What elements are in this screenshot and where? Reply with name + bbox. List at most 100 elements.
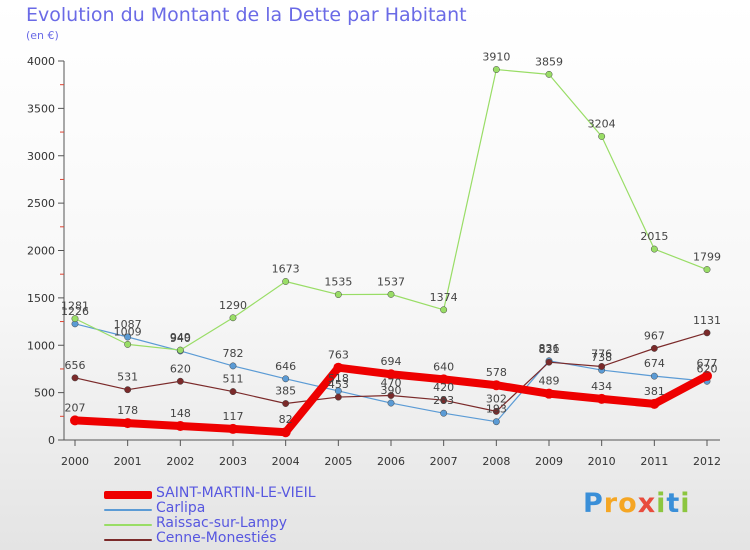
legend-swatch <box>104 524 152 526</box>
data-label-saint-martin-le-vieil: 207 <box>65 401 86 414</box>
data-point-saint-martin-le-vieil <box>280 427 291 438</box>
logo-letter: i <box>680 488 691 519</box>
data-point-raissac-sur-lampy <box>124 340 132 348</box>
x-tick-label: 2005 <box>324 455 352 468</box>
data-point-carlipa <box>492 418 500 426</box>
data-point-saint-martin-le-vieil <box>122 418 133 429</box>
data-point-raissac-sur-lampy <box>703 266 711 273</box>
chart-title: Evolution du Montant de la Dette par Hab… <box>26 4 467 26</box>
y-tick-label: 3000 <box>27 150 55 163</box>
data-label-raissac-sur-lampy: 1009 <box>114 325 142 338</box>
data-label-saint-martin-le-vieil: 640 <box>433 360 454 373</box>
proxiti-logo: Proxiti <box>583 488 691 519</box>
data-label-raissac-sur-lampy: 3910 <box>482 51 510 64</box>
data-label-carlipa: 1087 <box>114 318 142 331</box>
x-tick-label: 2012 <box>693 455 721 468</box>
data-point-raissac-sur-lampy <box>71 315 79 323</box>
y-tick-label: 2500 <box>27 197 55 210</box>
data-point-raissac-sur-lampy <box>598 132 606 140</box>
legend-label: SAINT-MARTIN-LE-VIEIL <box>156 485 316 501</box>
x-tick-label: 2010 <box>588 455 616 468</box>
data-label-saint-martin-le-vieil: 82 <box>279 413 293 426</box>
data-label-carlipa: 1226 <box>61 305 89 318</box>
data-point-raissac-sur-lampy <box>387 290 395 298</box>
data-point-saint-martin-le-vieil <box>544 388 554 399</box>
x-tick-label: 2011 <box>640 455 668 468</box>
x-tick-label: 2002 <box>166 455 194 468</box>
data-label-carlipa: 836 <box>539 342 560 355</box>
data-point-cenne-monesti-s <box>650 344 658 352</box>
x-tick-label: 2004 <box>272 455 300 468</box>
data-label-saint-martin-le-vieil: 117 <box>223 410 244 423</box>
x-tick-label: 2009 <box>535 455 563 468</box>
data-point-saint-martin-le-vieil <box>491 380 502 391</box>
data-label-raissac-sur-lampy: 2015 <box>640 230 668 243</box>
data-point-carlipa <box>124 333 132 341</box>
data-label-cenne-monesti-s: 776 <box>591 347 612 360</box>
x-tick-label: 2008 <box>482 455 510 468</box>
data-point-cenne-monesti-s <box>492 407 500 415</box>
data-point-saint-martin-le-vieil <box>70 415 80 426</box>
data-label-cenne-monesti-s: 967 <box>644 329 665 342</box>
y-tick-label: 3500 <box>27 102 55 115</box>
data-point-cenne-monesti-s <box>229 388 237 396</box>
data-point-carlipa <box>440 409 448 417</box>
data-label-saint-martin-le-vieil: 434 <box>591 380 612 393</box>
data-point-cenne-monesti-s <box>545 358 553 366</box>
logo-letter: r <box>603 488 619 519</box>
data-point-carlipa <box>229 362 237 370</box>
data-label-raissac-sur-lampy: 1374 <box>430 291 458 304</box>
data-point-cenne-monesti-s <box>387 392 395 399</box>
data-label-cenne-monesti-s: 385 <box>275 385 296 398</box>
data-label-carlipa: 620 <box>697 362 718 375</box>
data-label-raissac-sur-lampy: 3204 <box>588 117 616 130</box>
data-point-cenne-monesti-s <box>440 396 448 404</box>
data-point-saint-martin-le-vieil <box>228 423 238 434</box>
data-point-saint-martin-le-vieil <box>386 369 396 380</box>
data-label-saint-martin-le-vieil: 489 <box>539 375 560 388</box>
data-point-cenne-monesti-s <box>176 377 184 385</box>
data-point-raissac-sur-lampy <box>229 314 237 322</box>
series-line-raissac-sur-lampy <box>74 68 708 351</box>
data-point-cenne-monesti-s <box>124 386 132 394</box>
data-label-cenne-monesti-s: 302 <box>486 392 507 405</box>
data-point-raissac-sur-lampy <box>282 278 290 285</box>
data-point-carlipa <box>650 372 658 380</box>
data-label-raissac-sur-lampy: 1281 <box>61 300 89 313</box>
data-label-carlipa: 646 <box>275 360 296 373</box>
y-tick-label: 1000 <box>27 339 55 352</box>
data-label-cenne-monesti-s: 656 <box>65 359 86 372</box>
data-label-cenne-monesti-s: 470 <box>381 376 402 389</box>
data-point-saint-martin-le-vieil <box>649 398 660 409</box>
x-tick-label: 2007 <box>430 455 458 468</box>
chart-subtitle: (en €) <box>26 29 59 42</box>
y-tick-label: 500 <box>34 387 55 400</box>
logo-letter: x <box>637 488 657 519</box>
y-tick-label: 4000 <box>27 55 55 68</box>
legend-label: Cenne-Monestiés <box>156 530 277 546</box>
y-tick-label: 0 <box>48 434 55 447</box>
data-label-cenne-monesti-s: 453 <box>328 378 349 391</box>
data-point-raissac-sur-lampy <box>334 291 342 299</box>
x-tick-label: 2006 <box>377 455 405 468</box>
data-point-cenne-monesti-s <box>334 393 342 401</box>
data-label-saint-martin-le-vieil: 148 <box>170 407 191 420</box>
data-point-saint-martin-le-vieil <box>333 362 344 373</box>
x-tick-label: 2003 <box>219 455 247 468</box>
legend-label: Raissac-sur-Lampy <box>156 515 288 531</box>
data-label-saint-martin-le-vieil: 578 <box>486 366 507 379</box>
data-label-raissac-sur-lampy: 1535 <box>324 276 352 289</box>
data-label-carlipa: 940 <box>170 332 191 345</box>
legend-swatch <box>104 539 152 541</box>
data-label-cenne-monesti-s: 420 <box>433 381 454 394</box>
logo-letter: i <box>656 488 667 519</box>
logo-letter: t <box>666 488 681 519</box>
data-label-saint-martin-le-vieil: 178 <box>117 404 138 417</box>
data-point-cenne-monesti-s <box>71 374 79 382</box>
data-point-raissac-sur-lampy <box>545 70 553 78</box>
data-point-cenne-monesti-s <box>282 400 290 407</box>
data-label-saint-martin-le-vieil: 763 <box>328 349 349 362</box>
data-point-saint-martin-le-vieil <box>175 420 186 431</box>
data-label-carlipa: 782 <box>223 347 244 360</box>
